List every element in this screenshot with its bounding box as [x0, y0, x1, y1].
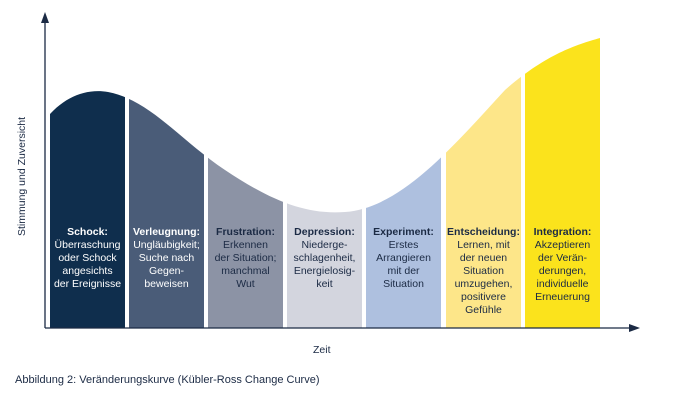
phase-label-7: Integration: Akzeptieren der Verän-derunge… [526, 226, 600, 304]
phase-description-line: Suche nach [138, 252, 195, 264]
y-axis-label: Stimmung und Zuversicht [16, 116, 28, 236]
phase-description-line: keit [316, 278, 333, 290]
phase-description-line: beweisen [144, 278, 189, 290]
phase-title: Entscheidung: [447, 226, 520, 238]
phase-title: Verleugnung: [132, 226, 201, 238]
phase-title: Experiment: [373, 226, 434, 238]
phase-description-line: mit der [387, 265, 420, 277]
x-axis-label: Zeit [313, 344, 331, 356]
y-axis-arrow-icon [41, 12, 49, 23]
phase-description-line: der neuen [459, 252, 508, 264]
phase-description-line: Lernen, mit [457, 239, 510, 251]
phase-description-line: angesichts [62, 265, 113, 277]
phase-description-line: Gefühle [465, 304, 502, 316]
phase-description-line: Erstes [388, 239, 419, 251]
phase-label-2: Verleugnung: Ungläubigkeit; Suche nach Gege… [130, 226, 204, 291]
phase-description-line: Gegen- [148, 265, 185, 277]
phase-label-3: Frustration: Erkennen der Situation; manchm… [209, 226, 283, 291]
phase-description-line: Überraschung [54, 239, 121, 251]
figure-caption: Abbildung 2: Veränderungskurve (Kübler-R… [15, 374, 320, 386]
phase-description-line: der Verän- [537, 252, 588, 264]
phase-label-5: Experiment: Erstes Arrangieren mit der Situa… [367, 226, 441, 291]
phase-description-line: Akzeptieren [534, 239, 591, 251]
phase-label-1: Schock: Überraschung oder Schock angesichts… [51, 226, 125, 291]
phase-description-line: positivere [461, 291, 506, 303]
phase-description-line: Arrangieren [376, 252, 431, 264]
phase-description-line: der Situation; [214, 252, 277, 264]
phase-band-7 [525, 38, 600, 328]
phase-description-line: individuelle [536, 278, 589, 290]
phase-description-line: Ungläubigkeit; [133, 239, 200, 251]
phase-label-4: Depression: Niederge-schlagenheit, Energie… [288, 226, 362, 291]
phase-description-line: Wut [236, 278, 255, 290]
phase-description-line: der Ereignisse [53, 278, 122, 290]
phase-description-line: Situation [383, 278, 424, 290]
phase-description-line: umzugehen, [454, 278, 513, 290]
phase-title: Depression: [294, 226, 355, 238]
phase-description-line: Niederge- [301, 239, 348, 251]
phase-label-6: Entscheidung: Lernen, mit der neuen Situati… [447, 226, 521, 317]
phase-description-line: derungen, [538, 265, 587, 277]
phase-description-line: manchmal [221, 265, 270, 277]
phase-description-line: oder Schock [58, 252, 117, 264]
phase-description-line: Erkennen [223, 239, 268, 251]
phase-title: Frustration: [216, 226, 275, 238]
phase-title: Schock: [67, 226, 108, 238]
phase-title: Integration: [533, 226, 592, 238]
phase-description-line: schlagenheit, [293, 252, 356, 264]
phase-description-line: Situation [463, 265, 504, 277]
x-axis-arrow-icon [629, 324, 640, 332]
phase-description-line: Erneuerung [535, 291, 590, 303]
phase-description-line: Energielosig- [293, 265, 356, 277]
